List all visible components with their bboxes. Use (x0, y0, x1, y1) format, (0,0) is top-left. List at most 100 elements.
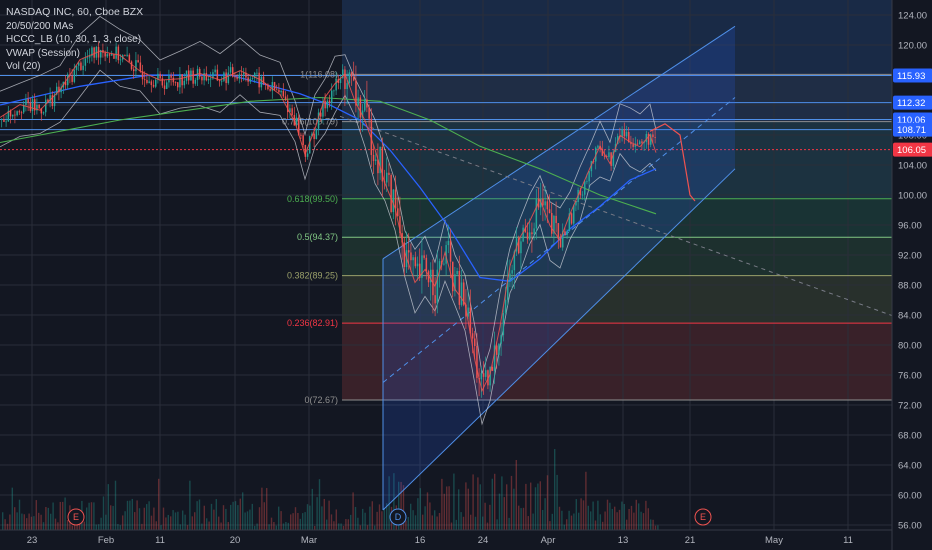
volume-bar (465, 482, 467, 530)
candle-body (504, 299, 507, 314)
volume-bar (489, 504, 491, 530)
volume-bar (294, 507, 297, 530)
volume-bar (208, 521, 210, 530)
candle-body (445, 245, 447, 264)
volume-bar (462, 516, 465, 530)
candle-body (115, 46, 117, 59)
volume-bar (316, 497, 318, 530)
volume-bar (95, 524, 97, 530)
fib-label: 0.618(99.50) (287, 194, 338, 204)
candle-body (524, 227, 527, 233)
candle-body (225, 72, 227, 84)
candle-body (161, 78, 164, 86)
volume-bar (530, 482, 532, 530)
x-tick-label: 21 (685, 535, 696, 546)
symbol-title[interactable]: NASDAQ INC, 60, Cboe BZX (6, 6, 144, 18)
volume-bar (561, 510, 563, 530)
volume-bar (50, 513, 52, 530)
volume-bar (326, 519, 328, 530)
candle-body (485, 370, 487, 377)
candle-body (243, 72, 245, 75)
candle-body (412, 257, 414, 261)
volume-bar (338, 523, 340, 530)
volume-bar (496, 519, 498, 530)
volume-bar (366, 525, 369, 530)
volume-bar (88, 502, 90, 530)
candle-body (320, 112, 322, 117)
candle-body (522, 227, 524, 242)
volume-bar (527, 516, 529, 530)
candle-body (146, 79, 148, 83)
volume-bar (508, 517, 510, 530)
volume-bar (602, 521, 604, 530)
volume-bar (340, 523, 342, 530)
candle-body (135, 60, 137, 72)
volume-bar (184, 514, 186, 530)
x-tick-label: 24 (478, 535, 489, 546)
volume-bar (251, 503, 253, 530)
candle-body (390, 174, 392, 213)
volume-bar (597, 500, 599, 530)
candle-body (542, 198, 544, 206)
volume-bar (424, 506, 426, 530)
candle-body (641, 141, 643, 143)
volume-bar (54, 518, 57, 530)
y-tick-label: 80.00 (898, 341, 922, 352)
volume-bar (143, 507, 145, 530)
volume-bar (66, 519, 69, 530)
candle-body (23, 105, 25, 113)
candle-body (443, 263, 445, 265)
volume-bar (407, 517, 409, 530)
candle-body (317, 112, 320, 129)
candle-body (58, 86, 60, 93)
candle-body (137, 60, 139, 63)
candle-body (128, 54, 131, 62)
volume-bar (273, 521, 275, 530)
volume-bar (9, 514, 11, 530)
candle-body (236, 77, 238, 79)
candle-body (403, 242, 406, 268)
candle-body (628, 132, 630, 143)
volume-bar (4, 519, 6, 530)
study-vwap[interactable]: VWAP (Session) (6, 47, 80, 59)
candle-body (1, 119, 3, 121)
candle-body (45, 99, 47, 113)
candle-body (256, 72, 258, 74)
candle-body (93, 47, 95, 58)
candle-body (546, 201, 549, 210)
candle-body (289, 108, 291, 113)
volume-bar (150, 515, 153, 530)
volume-bar (491, 478, 493, 530)
candle-body (511, 270, 513, 274)
volume-bar (304, 512, 306, 530)
volume-bar (278, 506, 280, 530)
candle-body (181, 74, 183, 86)
study-ma[interactable]: 20/50/200 MAs (6, 20, 74, 32)
study-volume[interactable]: Vol (20) (6, 61, 41, 72)
volume-bar (42, 522, 45, 530)
study-hccc[interactable]: HCCC_LB (10, 30, 1, 3, close) (6, 34, 142, 45)
volume-bar (302, 513, 304, 530)
volume-bar (587, 505, 589, 530)
candle-body (133, 69, 135, 72)
candle-body (284, 96, 287, 101)
y-tick-label: 72.00 (898, 401, 922, 412)
volume-bar (506, 484, 508, 530)
candle-body (113, 53, 115, 59)
candle-body (155, 79, 157, 87)
volume-bar (218, 516, 220, 530)
candle-body (300, 134, 302, 136)
x-tick-label: 13 (618, 535, 629, 546)
candle-body (515, 238, 518, 252)
x-tick-label: 23 (27, 535, 38, 546)
volume-bar (486, 522, 489, 530)
candle-body (9, 110, 12, 117)
volume-bar (544, 498, 546, 530)
volume-bar (119, 525, 121, 530)
y-tick-label: 68.00 (898, 431, 922, 442)
y-tick-label: 92.00 (898, 251, 922, 262)
volume-bar (638, 503, 640, 530)
candle-body (309, 136, 311, 154)
